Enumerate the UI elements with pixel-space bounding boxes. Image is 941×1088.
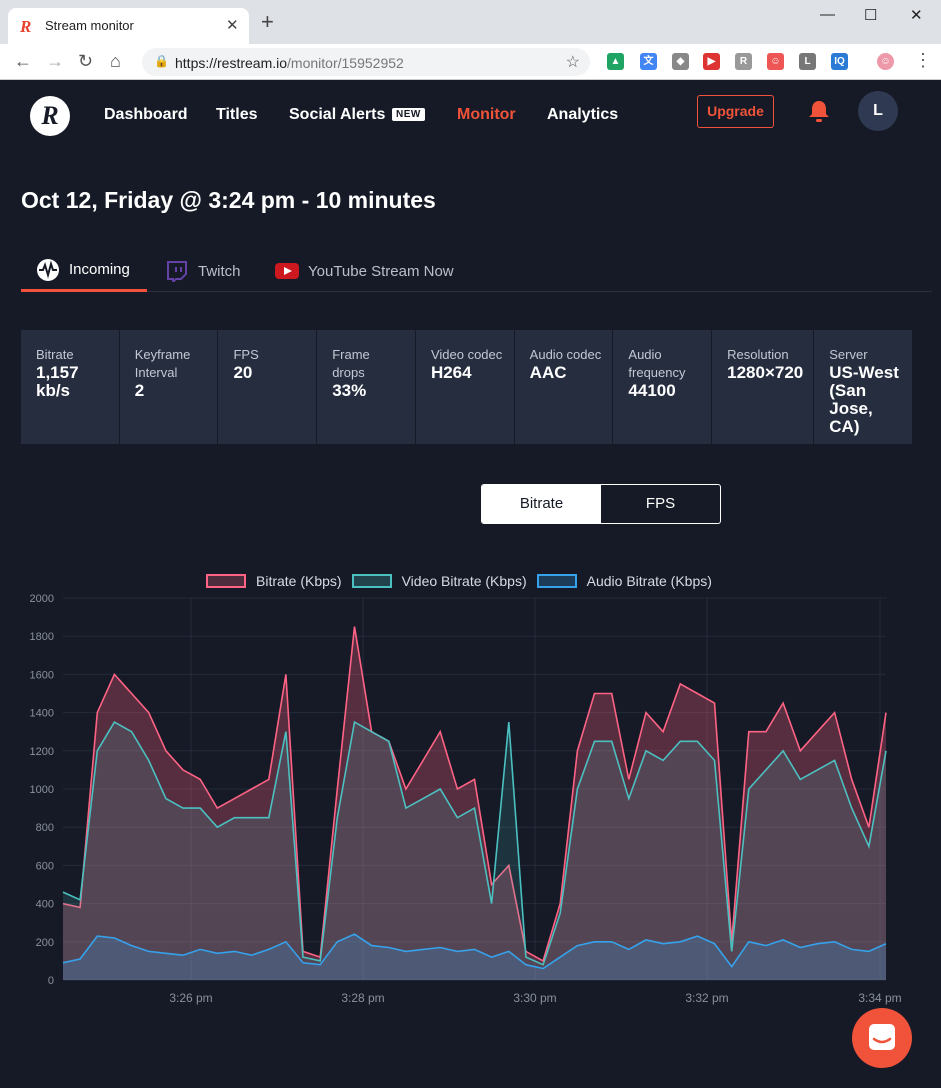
restream-favicon-icon: R	[20, 17, 32, 36]
twitch-icon	[167, 261, 187, 282]
tab-incoming[interactable]: Incoming	[21, 250, 147, 292]
minimize-icon[interactable]: —	[820, 6, 835, 23]
nav-analytics[interactable]: Analytics	[547, 106, 619, 123]
tab-twitch[interactable]: Twitch	[164, 250, 241, 292]
chart-mode-toggle: Bitrate FPS	[481, 484, 721, 524]
series-audio-bitrate-area	[63, 934, 886, 980]
maximize-icon[interactable]: ☐	[864, 7, 878, 24]
stat-video-codec: Video codec H264	[415, 330, 514, 444]
window-close-icon[interactable]: ✕	[910, 7, 923, 24]
x-tick-label: 3:34 pm	[858, 991, 901, 1005]
chat-icon	[869, 1024, 895, 1050]
line-extension-icon[interactable]: L	[799, 53, 816, 70]
stat-audio-codec: Audio codec AAC	[514, 330, 613, 444]
y-tick-label: 2000	[30, 593, 54, 605]
tab-youtube[interactable]: YouTube Stream Now	[274, 250, 454, 292]
stream-tabs: Incoming Twitch YouTube Stream Now	[21, 250, 932, 292]
stat-fps: FPS 20	[218, 330, 317, 444]
series-bitrate-area	[63, 626, 886, 980]
y-tick-label: 0	[48, 975, 54, 987]
x-tick-label: 3:32 pm	[685, 991, 728, 1005]
app-header: R Dashboard Titles Social Alerts NEW Mon…	[0, 80, 941, 152]
reload-icon[interactable]: ↻	[78, 51, 94, 71]
profile-icon[interactable]: ☺	[877, 53, 894, 70]
new-tab-icon[interactable]: +	[261, 9, 274, 34]
address-bar[interactable]: 🔒 https://restream.io/monitor/15952952 ☆	[142, 48, 590, 76]
x-tick-label: 3:26 pm	[169, 991, 212, 1005]
legend-audio-bitrate[interactable]: Audio Bitrate (Kbps)	[536, 573, 712, 589]
x-tick-label: 3:30 pm	[513, 991, 556, 1005]
series-video-bitrate-line	[62, 720, 887, 966]
tab-twitch-label: Twitch	[198, 262, 241, 280]
page-title: Oct 12, Friday @ 3:24 pm - 10 minutes	[21, 187, 436, 213]
home-icon[interactable]: ⌂	[110, 51, 121, 71]
nav-dashboard[interactable]: Dashboard	[104, 106, 188, 123]
youtube-icon	[275, 263, 299, 279]
browser-tab-title: Stream monitor	[45, 18, 134, 33]
chat-launcher[interactable]	[852, 1008, 912, 1068]
series-bitrate-line	[62, 626, 887, 963]
y-tick-label: 1800	[30, 631, 54, 643]
y-tick-label: 400	[36, 899, 54, 911]
stat-keyframe: Keyframe Interval 2	[119, 330, 218, 444]
browser-tab-strip: R Stream monitor ✕ + — ☐ ✕	[0, 0, 941, 44]
video-extension-icon[interactable]: ▶	[703, 53, 720, 70]
r-extension-icon[interactable]: R	[735, 53, 752, 70]
y-tick-label: 1200	[30, 746, 54, 758]
stat-resolution: Resolution 1280×720	[712, 330, 814, 444]
series-audio-bitrate-line	[62, 933, 887, 970]
y-tick-label: 800	[36, 822, 54, 834]
toggle-fps[interactable]: FPS	[645, 495, 676, 512]
browser-toolbar: ← → ↻ ⌂ 🔒 https://restream.io/monitor/15…	[0, 44, 941, 80]
stat-audio-frequency: Audio frequency 44100	[613, 330, 712, 444]
y-tick-label: 1400	[30, 708, 54, 720]
toggle-bitrate[interactable]: Bitrate	[482, 485, 601, 523]
stat-frame-drops: Frame drops 33%	[317, 330, 415, 444]
y-tick-label: 1000	[30, 784, 54, 796]
forward-icon[interactable]: →	[46, 51, 64, 71]
translate-extension-icon[interactable]: 文	[640, 53, 657, 70]
bell-icon[interactable]	[806, 98, 832, 124]
bookmark-star-icon[interactable]: ☆	[565, 54, 580, 71]
back-icon[interactable]: ←	[14, 51, 32, 71]
upgrade-button[interactable]: Upgrade	[697, 95, 774, 128]
pulse-icon	[37, 258, 59, 281]
tab-youtube-label: YouTube Stream Now	[308, 262, 454, 280]
url-text: https://restream.io/monitor/15952952	[175, 55, 404, 71]
close-tab-icon[interactable]: ✕	[226, 17, 239, 34]
y-tick-label: 1600	[30, 669, 54, 681]
y-tick-label: 200	[36, 937, 54, 949]
nav-titles[interactable]: Titles	[216, 106, 258, 123]
stats-row: Bitrate 1,157 kb/s Keyframe Interval 2 FPS…	[21, 330, 912, 444]
shield-extension-icon[interactable]: ◆	[672, 53, 689, 70]
avatar[interactable]: L	[858, 91, 898, 131]
chart-legend: Bitrate (Kbps) Video Bitrate (Kbps) Audi…	[206, 572, 722, 590]
nav-social-alerts[interactable]: Social Alerts	[289, 106, 386, 123]
bitrate-chart: 0 200 400 600 800 1000 1200 1400 1600 1800 2000 3:2…	[30, 593, 902, 1005]
x-tick-label: 3:28 pm	[341, 991, 384, 1005]
browser-menu-icon[interactable]: ⋮	[914, 50, 932, 70]
series-video-bitrate-area	[63, 722, 886, 980]
cat-extension-icon[interactable]: ☺	[767, 53, 784, 70]
nav-monitor[interactable]: Monitor	[457, 106, 516, 123]
stat-bitrate: Bitrate 1,157 kb/s	[21, 330, 119, 444]
y-tick-label: 600	[36, 860, 54, 872]
legend-video-bitrate[interactable]: Video Bitrate (Kbps)	[351, 573, 527, 589]
drive-extension-icon[interactable]: ▲	[607, 53, 624, 70]
stat-server: Server US-West (San Jose, CA)	[814, 330, 912, 444]
new-badge: NEW	[392, 108, 425, 121]
browser-tab[interactable]: R Stream monitor ✕	[8, 8, 249, 44]
legend-bitrate[interactable]: Bitrate (Kbps)	[206, 573, 342, 589]
restream-logo-icon[interactable]: R	[30, 96, 70, 136]
iq-extension-icon[interactable]: IQ	[831, 53, 848, 70]
tab-incoming-label: Incoming	[69, 261, 130, 278]
lock-icon: 🔒	[154, 54, 169, 68]
